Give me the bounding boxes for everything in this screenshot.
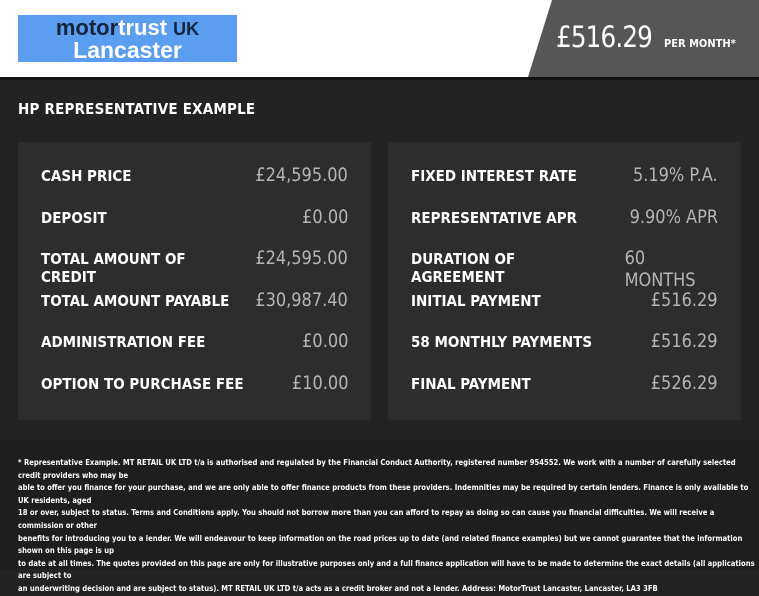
finance-row: 58 MONTHLY PAYMENTS £516.29: [411, 330, 718, 372]
finance-row: CASH PRICE £24,595.00: [41, 164, 348, 206]
finance-row: FINAL PAYMENT £526.29: [411, 372, 718, 414]
finance-row: ADMINISTRATION FEE £0.00: [41, 330, 348, 372]
finance-value: £526.29: [651, 371, 718, 394]
disclaimer: * Representative Example. MT RETAIL UK L…: [0, 440, 759, 593]
finance-value: £24,595.00: [255, 164, 348, 186]
finance-value: 5.19% P.A.: [633, 164, 718, 186]
logo-location: Lancaster: [73, 37, 182, 63]
finance-label: CASH PRICE: [41, 167, 132, 185]
finance-label: FINAL PAYMENT: [411, 374, 531, 393]
finance-value: £10.00: [291, 371, 348, 394]
finance-value: £0.00: [301, 205, 348, 228]
finance-label: OPTION TO PURCHASE FEE: [41, 374, 244, 393]
finance-label: ADMINISTRATION FEE: [41, 333, 206, 351]
finance-value: 60 MONTHS: [624, 247, 696, 291]
finance-label: DURATION OF AGREEMENT: [411, 250, 516, 286]
finance-label: FIXED INTEREST RATE: [411, 167, 577, 185]
finance-row: TOTAL AMOUNT PAYABLE £30,987.40: [41, 289, 348, 331]
section-title: HP REPRESENTATIVE EXAMPLE: [18, 100, 256, 118]
finance-label: TOTAL AMOUNT PAYABLE: [41, 291, 230, 310]
logo-word-uk: UK: [173, 19, 200, 39]
finance-panel-right: FIXED INTEREST RATE 5.19% P.A. REPRESENTAT…: [388, 142, 741, 420]
finance-row: FIXED INTEREST RATE 5.19% P.A.: [411, 164, 718, 206]
disclaimer-line: able to offer you finance for your purch…: [18, 483, 749, 505]
finance-label: 58 MONTHLY PAYMENTS: [411, 333, 593, 351]
finance-label: REPRESENTATIVE APR: [411, 208, 577, 227]
monthly-price: £516.29: [556, 20, 653, 54]
finance-row: REPRESENTATIVE APR 9.90% APR: [411, 206, 718, 248]
disclaimer-line: * Representative Example. MT RETAIL UK L…: [18, 458, 736, 480]
finance-row: OPTION TO PURCHASE FEE £10.00: [41, 372, 348, 414]
per-month-label: PER MONTH*: [664, 37, 736, 50]
disclaimer-line: benefits for introducing you to a lender…: [18, 533, 743, 556]
finance-value: £516.29: [651, 288, 718, 311]
finance-value: £24,595.00: [255, 247, 348, 269]
finance-row: INITIAL PAYMENT £516.29: [411, 289, 718, 331]
finance-label: DEPOSIT: [41, 208, 107, 227]
logo-word-trust: trust: [118, 15, 168, 40]
finance-value: £516.29: [651, 330, 718, 352]
finance-panel-left: CASH PRICE £24,595.00 DEPOSIT £0.00 TOTAL AM…: [18, 142, 371, 420]
logo-word-motor: motor: [55, 15, 119, 40]
finance-value: £30,987.40: [255, 288, 348, 311]
finance-row: DEPOSIT £0.00: [41, 206, 348, 248]
disclaimer-line: to date at all times. The quotes provide…: [18, 558, 755, 581]
finance-row: DURATION OF AGREEMENT 60 MONTHS: [411, 247, 718, 291]
finance-label: INITIAL PAYMENT: [411, 291, 541, 310]
dealer-logo[interactable]: motortrust UK Lancaster: [18, 15, 237, 62]
disclaimer-line: 18 or over, subject to status. Terms and…: [18, 508, 715, 530]
disclaimer-line: an underwriting decision and are subject…: [18, 583, 658, 593]
finance-row: TOTAL AMOUNT OF CREDIT £24,595.00: [41, 247, 348, 289]
finance-value: £0.00: [301, 330, 348, 352]
finance-value: 9.90% APR: [629, 205, 718, 228]
monthly-price-box: £516.29 PER MONTH*: [528, 0, 759, 77]
finance-label: TOTAL AMOUNT OF CREDIT: [41, 250, 186, 286]
divider: [0, 77, 759, 80]
